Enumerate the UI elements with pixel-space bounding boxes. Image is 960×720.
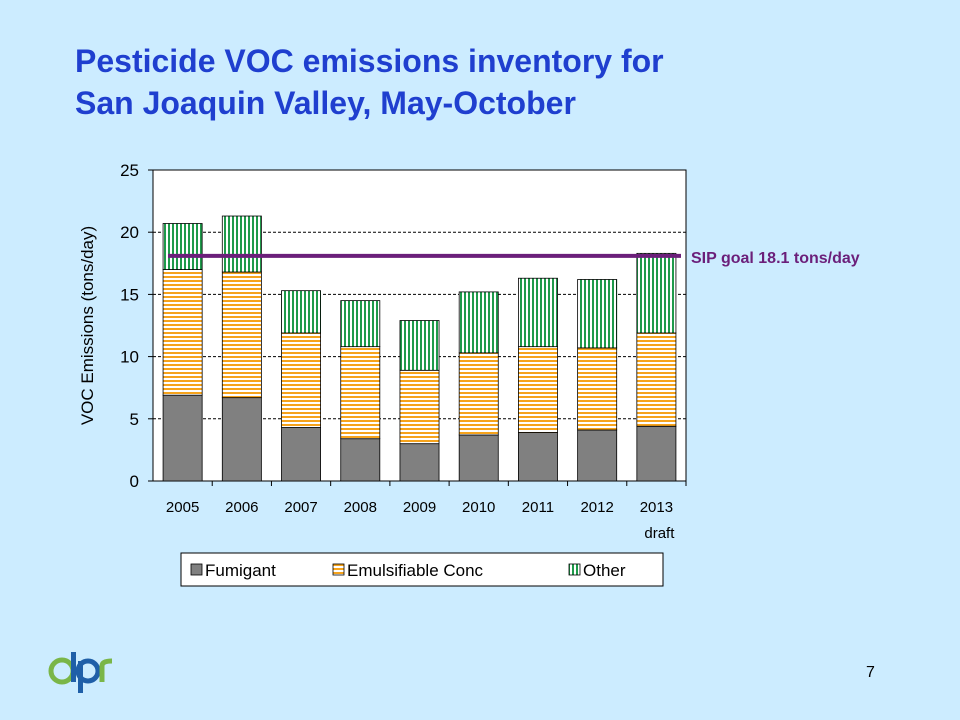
title-line-2: San Joaquin Valley, May-October — [75, 85, 576, 121]
x-tick-label: 2006 — [225, 499, 258, 516]
bar-segment-fumigant — [577, 429, 618, 482]
y-tick-label: 10 — [120, 348, 139, 367]
bar-segment-fumigant — [221, 397, 262, 482]
y-tick-label: 5 — [130, 410, 139, 429]
x-tick-sublabel: draft — [644, 525, 675, 542]
legend-label: Emulsifiable Conc — [347, 561, 484, 580]
title-line-1: Pesticide VOC emissions inventory for — [75, 43, 664, 79]
x-tick-label: 2007 — [284, 499, 317, 516]
y-tick-label: 15 — [120, 285, 139, 304]
bar-segment-other — [281, 290, 321, 334]
bar-segment-emulsifiable — [518, 346, 558, 433]
bar-segment-emulsifiable — [577, 347, 618, 431]
bar-segment-other — [340, 300, 381, 348]
bar-segment-emulsifiable — [162, 269, 203, 396]
bar-segment-fumigant — [518, 432, 558, 482]
x-tick-label: 2011 — [522, 499, 554, 516]
bar-segment-fumigant — [162, 394, 203, 482]
y-axis-label: VOC Emissions (tons/day) — [78, 226, 97, 425]
legend-swatch — [568, 563, 581, 576]
bar-segment-other — [458, 291, 499, 354]
page-number: 7 — [866, 664, 875, 681]
x-tick-label: 2008 — [344, 499, 377, 516]
bar-segment-fumigant — [399, 443, 440, 482]
bar-segment-other — [518, 277, 558, 348]
legend-swatch — [190, 563, 203, 576]
bar-segment-fumigant — [281, 427, 321, 482]
x-tick-label: 2009 — [403, 499, 436, 516]
legend-box — [180, 552, 664, 587]
legend-swatch — [332, 563, 345, 576]
bar-segment-other — [577, 279, 618, 349]
bar-segment-fumigant — [636, 425, 677, 482]
x-tick-label: 2005 — [166, 499, 199, 516]
sip-goal-label: SIP goal 18.1 tons/day — [691, 250, 860, 267]
x-tick-label: 2013 — [640, 499, 673, 516]
bar-segment-other — [636, 252, 677, 334]
bar-segment-emulsifiable — [458, 352, 499, 436]
bar-segment-emulsifiable — [340, 346, 381, 440]
slide-title: Pesticide VOC emissions inventory for Sa… — [75, 40, 895, 124]
y-tick-label: 0 — [130, 472, 139, 491]
bar-segment-emulsifiable — [221, 271, 262, 399]
bar-segment-emulsifiable — [399, 369, 440, 445]
x-tick-label: 2012 — [580, 499, 613, 516]
bar-segment-emulsifiable — [281, 332, 321, 428]
bar-segment-emulsifiable — [636, 332, 677, 427]
bar-segment-other — [399, 320, 440, 371]
y-tick-label: 25 — [120, 161, 139, 180]
y-tick-label: 20 — [120, 223, 139, 242]
legend-label: Fumigant — [205, 561, 276, 580]
bar-segment-fumigant — [340, 438, 381, 482]
bar-segment-fumigant — [458, 434, 499, 482]
legend-label: Other — [583, 561, 626, 580]
bar-segment-other — [221, 215, 262, 273]
dpr-logo — [48, 652, 113, 693]
x-tick-label: 2010 — [462, 499, 495, 516]
bar-segment-other — [162, 223, 203, 270]
